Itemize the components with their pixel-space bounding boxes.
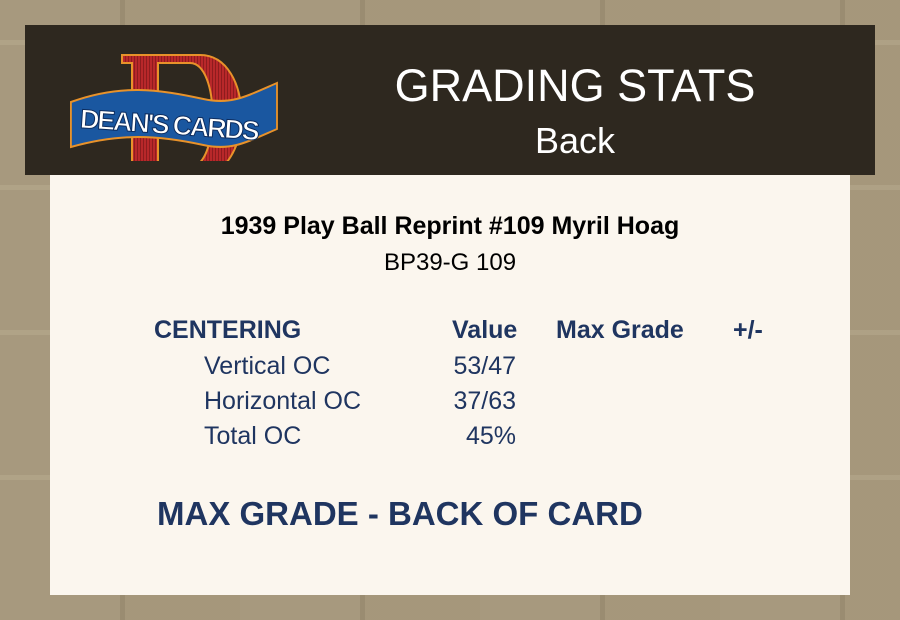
row-label: Total OC [204,422,302,450]
row-label: Horizontal OC [204,387,361,415]
page-subtitle: Back [534,120,616,161]
max-grade-header: Max Grade [556,316,684,344]
card-code: BP39-G 109 [383,249,517,276]
plus-minus-header: +/- [733,316,763,344]
centering-header: CENTERING [154,316,302,344]
header-banner: DEAN'S CARDS GRADING STATS Back [25,25,875,175]
row-value: 53/47 [453,352,516,380]
row-value: 45% [465,422,516,450]
deans-cards-logo: DEAN'S CARDS [70,54,278,161]
card-name: 1939 Play Ball Reprint #109 Myril Hoag [220,212,680,240]
max-grade-back-heading: MAX GRADE - BACK OF CARD [157,495,643,532]
row-label: Vertical OC [204,352,331,380]
value-header: Value [452,316,518,344]
page-title: GRADING STATS [394,60,756,111]
stats-panel: 1939 Play Ball Reprint #109 Myril Hoag B… [50,175,850,595]
row-value: 37/63 [453,387,516,415]
